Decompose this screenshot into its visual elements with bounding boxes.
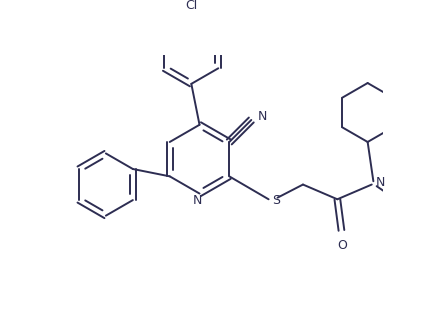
- Text: N: N: [376, 176, 385, 189]
- Text: N: N: [193, 194, 203, 207]
- Text: S: S: [272, 194, 280, 207]
- Text: O: O: [337, 239, 347, 251]
- Text: N: N: [258, 110, 267, 123]
- Text: Cl: Cl: [185, 0, 197, 12]
